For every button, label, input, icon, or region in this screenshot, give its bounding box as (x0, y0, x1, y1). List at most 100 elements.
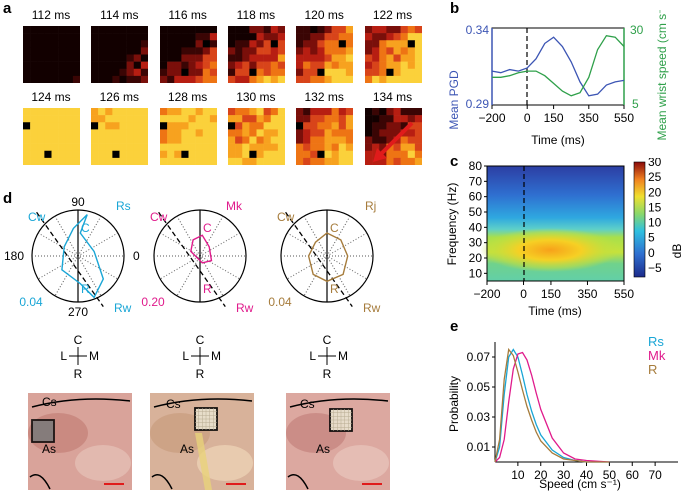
frame-cell (296, 61, 304, 70)
frame-cell (65, 33, 74, 41)
frame-cell (159, 61, 168, 70)
frame-cell (30, 122, 38, 130)
frame-cell (65, 108, 74, 116)
frame-cell (119, 75, 128, 83)
frame-cell (173, 33, 182, 41)
frame-cell (364, 157, 372, 165)
frame-cell (126, 75, 135, 83)
frame-cell (105, 33, 113, 41)
frame-cell (414, 129, 422, 137)
frame-cell (227, 26, 236, 34)
frame-cell (338, 47, 347, 55)
frame-cell (310, 40, 318, 48)
frame-time-label: 124 ms (31, 90, 71, 104)
compass-l: L (182, 349, 189, 363)
frame-cell (58, 157, 67, 165)
frame-cell (126, 40, 135, 48)
frame-cell (242, 54, 250, 62)
frame-cell (202, 26, 210, 34)
compass-l: L (60, 349, 67, 363)
frame-cell (227, 143, 236, 152)
frame-cell (37, 143, 45, 152)
frame-cell (173, 61, 182, 70)
wave-direction-axis (36, 211, 104, 307)
frame-cell (393, 150, 401, 159)
frame-cell (72, 47, 80, 55)
frame-cell (378, 33, 387, 41)
frame-cell (51, 108, 59, 116)
frame-cell (209, 40, 217, 48)
frame-cell (331, 33, 340, 41)
frame-cell (242, 108, 250, 116)
frame-cell (338, 61, 347, 70)
photo-label-as: As (316, 442, 330, 456)
frame-cell (338, 136, 347, 144)
frame-cell (270, 143, 279, 152)
frame-cell (91, 157, 99, 165)
frame-cell (407, 136, 415, 144)
c-ytick-label: 30 (469, 236, 483, 250)
frame-cell (112, 150, 121, 159)
frame-cell (159, 157, 168, 165)
frame-cell (44, 26, 52, 34)
frame-cell (209, 136, 217, 144)
frame-cell (58, 150, 67, 159)
frame-cell (51, 150, 59, 159)
frame-cell (188, 75, 196, 83)
frame-cell (303, 26, 311, 34)
frame-cell (91, 115, 99, 123)
frame-cell (44, 108, 52, 116)
frame-cell (166, 150, 175, 159)
frame-cell (317, 75, 325, 83)
frame-cell (134, 122, 142, 130)
frame-cell (338, 75, 347, 83)
frame-cell (249, 75, 257, 83)
frame-cell (277, 129, 285, 137)
frame-cell (371, 40, 380, 48)
frame-cell (270, 26, 279, 34)
frame-cell (385, 115, 394, 123)
frame-cell (209, 157, 217, 165)
frame-cell (371, 157, 380, 165)
frame-cell (393, 143, 401, 152)
c-ytick-label: 80 (469, 159, 483, 173)
frame-cell (256, 143, 264, 152)
frame-cell (72, 143, 80, 152)
frame-cell (310, 122, 318, 130)
frame-cell (277, 54, 285, 62)
frame-cell (296, 143, 304, 152)
frame-cell (180, 33, 189, 41)
frame-cell (173, 26, 182, 34)
frame-cell (407, 150, 415, 159)
polar-label-cw: Cw (28, 210, 46, 224)
frame-cell (188, 122, 196, 130)
frame-cell (310, 54, 318, 62)
panel-label-c: c (450, 153, 459, 170)
angle-label-180: 180 (4, 249, 24, 263)
frame-cell (317, 68, 325, 77)
e-xtick-label: 10 (511, 468, 525, 482)
frame-cell (393, 40, 401, 48)
c-ytick-label: 50 (469, 205, 483, 219)
wave-direction-arrow (377, 121, 413, 158)
frame-cell (126, 157, 135, 165)
frame-cell (30, 157, 38, 165)
frame-cell (58, 26, 67, 34)
frame-cell (393, 26, 401, 34)
frame-cell (310, 75, 318, 83)
frame-cell (414, 122, 422, 130)
central-sulcus-line (153, 398, 253, 408)
frame-cell (324, 157, 333, 165)
frame-cell (227, 115, 236, 123)
c-ytick-label: 20 (469, 251, 483, 265)
frame-cell (188, 33, 196, 41)
frame-cell (242, 40, 250, 48)
frame-cell (202, 143, 210, 152)
frame-cell (270, 33, 279, 41)
polar-plot-rs: Rs Cw C R Rw 0.04 90 180 0 270 (4, 196, 140, 319)
frame-cell (242, 68, 250, 77)
frame-cell (173, 150, 182, 159)
frame-cell (364, 40, 372, 48)
frame-cell (30, 129, 38, 137)
frame-cell (30, 150, 38, 159)
